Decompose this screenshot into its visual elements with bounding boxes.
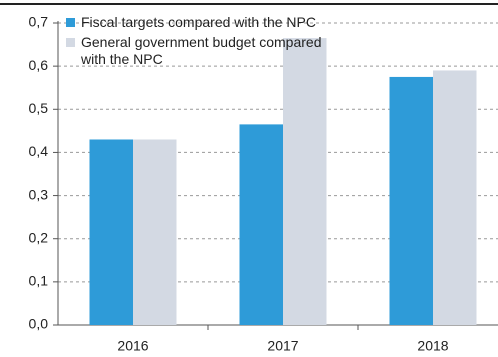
legend-label: Fiscal targets compared with the NPC	[81, 14, 316, 30]
y-tick-label: 0,7	[29, 14, 49, 30]
x-tick-label: 2016	[117, 338, 148, 354]
legend-swatch	[66, 38, 75, 47]
legend-item: Fiscal targets compared with the NPC	[66, 14, 326, 31]
legend-label: General government budget compared with …	[81, 34, 322, 67]
bar	[239, 124, 283, 325]
y-tick-label: 0,3	[29, 186, 49, 202]
y-tick-label: 0,1	[29, 273, 49, 289]
y-tick-label: 0,5	[29, 100, 49, 116]
bar	[433, 70, 477, 325]
legend-swatch	[66, 18, 75, 27]
x-tick-label: 2017	[267, 338, 298, 354]
y-tick-label: 0,0	[29, 316, 49, 332]
legend: Fiscal targets compared with the NPC Gene…	[66, 14, 326, 71]
y-tick-label: 0,2	[29, 229, 49, 245]
bar	[283, 38, 327, 325]
y-tick-label: 0,6	[29, 57, 49, 73]
bar	[389, 76, 433, 325]
x-tick-label: 2018	[417, 338, 448, 354]
bar	[133, 139, 177, 325]
legend-item: General government budget compared with …	[66, 34, 326, 68]
bar	[89, 139, 133, 325]
y-tick-label: 0,4	[29, 143, 49, 159]
